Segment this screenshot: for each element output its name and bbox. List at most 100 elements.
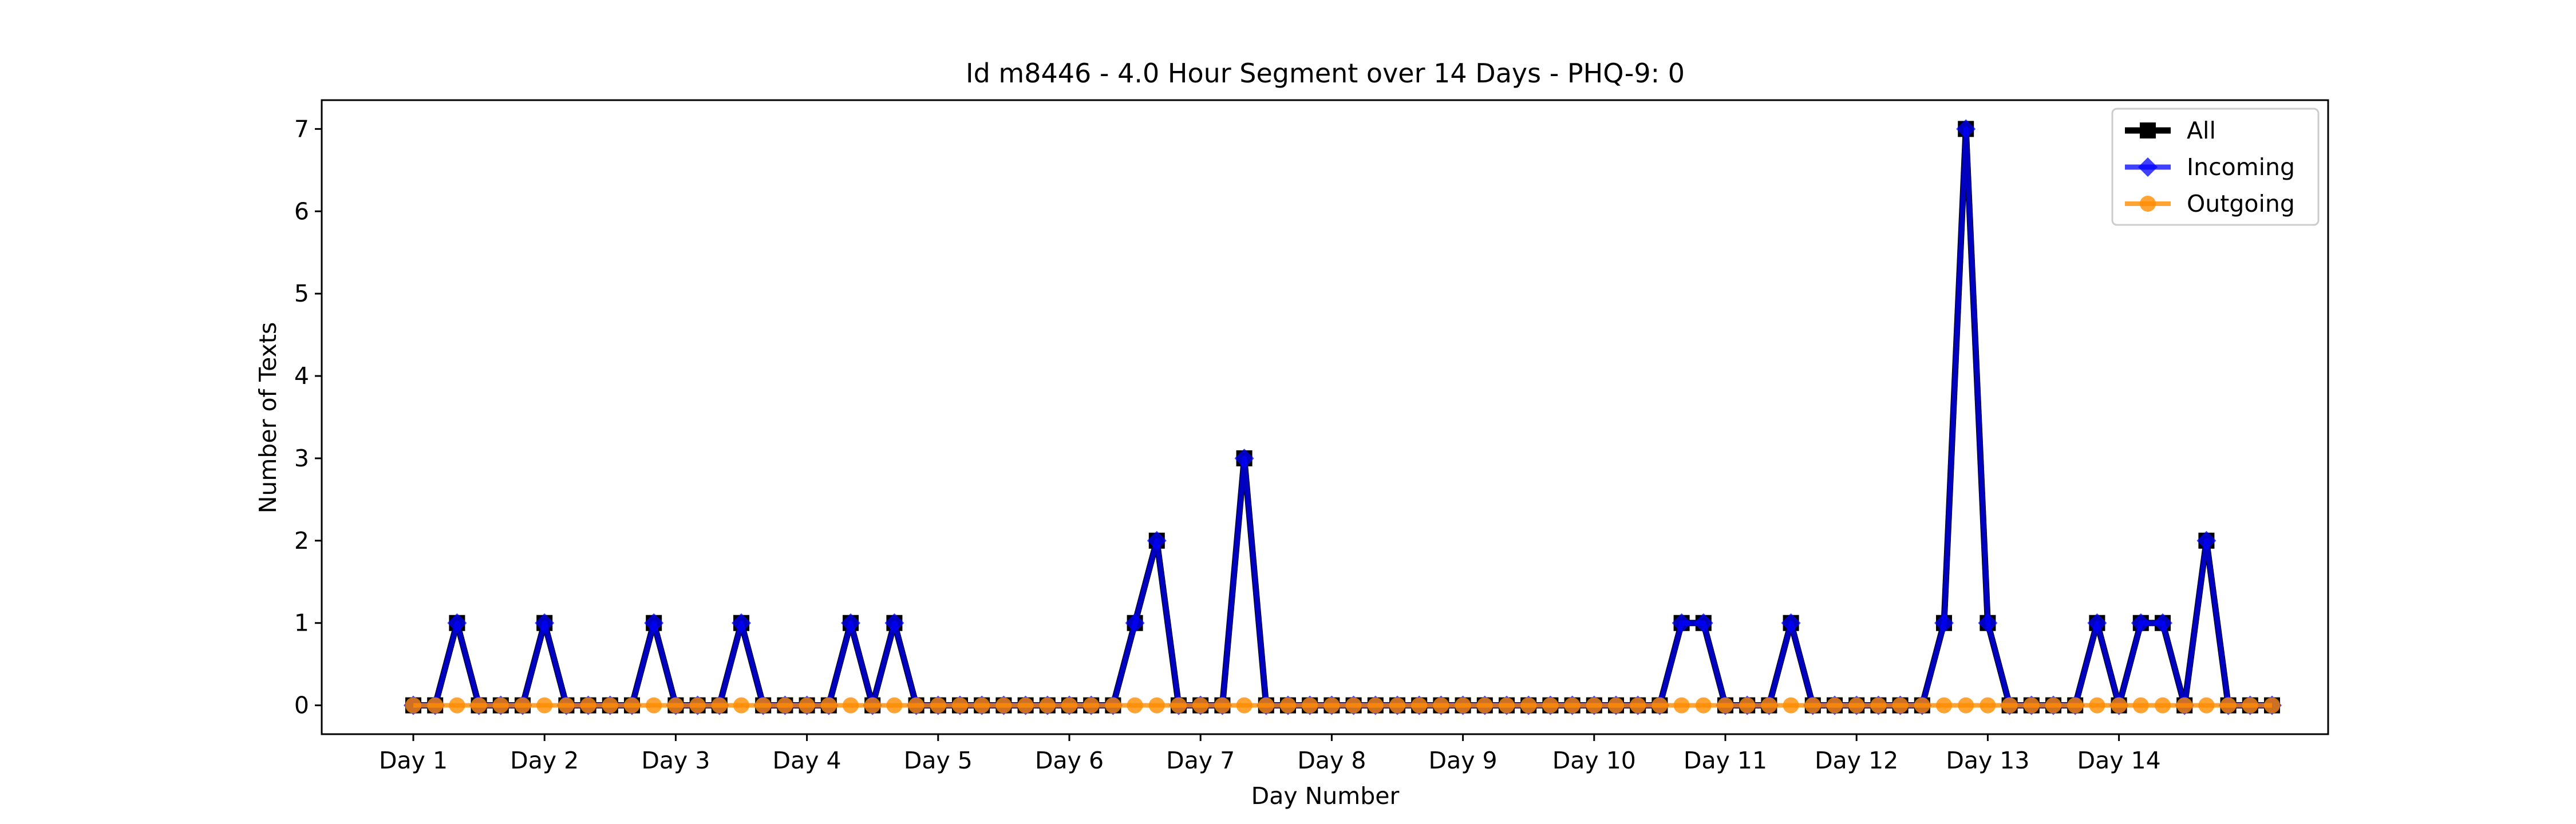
data-point-outgoing: [1695, 697, 1712, 714]
data-point-outgoing: [1848, 697, 1865, 714]
data-point-incoming: [1978, 613, 1998, 633]
series-incoming: [404, 119, 2282, 715]
data-point-outgoing: [777, 697, 793, 714]
data-point-outgoing: [1192, 697, 1209, 714]
data-point-outgoing: [886, 697, 903, 714]
y-tick-label: 4: [294, 362, 309, 390]
data-point-incoming: [1693, 613, 1713, 633]
data-point-outgoing: [974, 697, 990, 714]
data-point-outgoing: [1214, 697, 1231, 714]
data-point-outgoing: [1936, 697, 1952, 714]
data-point-outgoing: [733, 697, 749, 714]
legend-marker-incoming: [2138, 157, 2158, 177]
data-point-incoming: [732, 613, 751, 633]
data-point-outgoing: [1455, 697, 1471, 714]
data-point-outgoing: [405, 697, 421, 714]
data-point-outgoing: [843, 697, 859, 714]
data-point-outgoing: [2264, 697, 2280, 714]
data-point-incoming: [2196, 530, 2217, 550]
y-tick-label: 5: [294, 280, 309, 307]
x-tick-label: Day 5: [904, 747, 973, 774]
data-point-incoming: [1934, 613, 1954, 633]
data-point-outgoing: [1542, 697, 1559, 714]
x-tick-label: Day 9: [1429, 747, 1498, 774]
data-point-incoming: [2153, 613, 2172, 633]
legend-marker-all: [2140, 122, 2156, 138]
data-point-outgoing: [515, 697, 531, 714]
data-point-outgoing: [2089, 697, 2105, 714]
data-point-outgoing: [2176, 697, 2193, 714]
x-tick-label: Day 7: [1166, 747, 1235, 774]
data-point-outgoing: [2155, 697, 2171, 714]
x-tick-label: Day 12: [1815, 747, 1898, 774]
data-point-outgoing: [1236, 697, 1253, 714]
series-outgoing: [405, 697, 2280, 714]
x-tick-label: Day 14: [2077, 747, 2161, 774]
data-point-outgoing: [2242, 697, 2258, 714]
x-tick-label: Day 4: [773, 747, 841, 774]
data-point-outgoing: [1608, 697, 1624, 714]
data-point-outgoing: [1870, 697, 1887, 714]
data-point-incoming: [884, 613, 904, 633]
data-point-outgoing: [1017, 697, 1034, 714]
data-point-outgoing: [471, 697, 487, 714]
y-tick-label: 3: [294, 445, 309, 472]
data-point-outgoing: [711, 697, 728, 714]
data-point-outgoing: [580, 697, 596, 714]
x-axis-label: Day Number: [1251, 782, 1400, 810]
x-tick-label: Day 2: [510, 747, 579, 774]
data-point-outgoing: [602, 697, 618, 714]
data-point-outgoing: [1148, 697, 1165, 714]
legend-marker-outgoing: [2140, 196, 2156, 212]
data-point-outgoing: [1783, 697, 1799, 714]
plot-frame: [321, 99, 2329, 735]
data-point-outgoing: [1652, 697, 1668, 714]
data-point-outgoing: [755, 697, 772, 714]
legend: All Incoming Outgoing: [2111, 108, 2320, 226]
data-point-incoming: [2087, 613, 2107, 633]
y-tick-label: 6: [294, 197, 309, 225]
data-point-outgoing: [1171, 697, 1187, 714]
data-point-incoming: [1125, 613, 1145, 633]
data-point-outgoing: [1520, 697, 1537, 714]
data-point-outgoing: [1302, 697, 1318, 714]
x-tick-label: Day 8: [1297, 747, 1366, 774]
data-point-outgoing: [1061, 697, 1077, 714]
data-point-outgoing: [2111, 697, 2127, 714]
data-point-outgoing: [1761, 697, 1777, 714]
ticks-layer: 0 1 2 3 4 5 6 7 Day 1 Day 2 Day 3 Day 4 Day 5 Day 6 Da…: [294, 115, 2161, 774]
data-point-outgoing: [667, 697, 684, 714]
data-point-outgoing: [1827, 697, 1843, 714]
data-point-outgoing: [2001, 697, 2018, 714]
data-point-outgoing: [1411, 697, 1428, 714]
data-point-outgoing: [1499, 697, 1515, 714]
data-point-outgoing: [1389, 697, 1405, 714]
data-point-outgoing: [2220, 697, 2237, 714]
data-point-incoming: [1234, 448, 1254, 468]
data-point-outgoing: [624, 697, 640, 714]
data-point-outgoing: [2023, 697, 2040, 714]
data-point-outgoing: [558, 697, 575, 714]
data-point-outgoing: [2067, 697, 2084, 714]
data-point-outgoing: [1564, 697, 1581, 714]
y-tick-label: 2: [294, 527, 309, 554]
data-point-incoming: [1956, 119, 1976, 139]
data-point-outgoing: [2198, 697, 2215, 714]
data-point-outgoing: [1433, 697, 1449, 714]
data-point-outgoing: [2132, 697, 2149, 714]
series-all: [405, 121, 2280, 714]
x-tick-label: Day 13: [1946, 747, 2029, 774]
data-point-outgoing: [799, 697, 815, 714]
chart-title: Id m8446 - 4.0 Hour Segment over 14 Days…: [966, 58, 1685, 89]
data-point-outgoing: [1673, 697, 1690, 714]
data-point-incoming: [1672, 613, 1692, 633]
data-point-outgoing: [820, 697, 837, 714]
data-point-outgoing: [1323, 697, 1340, 714]
data-point-outgoing: [427, 697, 444, 714]
data-point-outgoing: [1105, 697, 1121, 714]
data-point-incoming: [2131, 613, 2151, 633]
data-point-outgoing: [2045, 697, 2061, 714]
data-point-outgoing: [930, 697, 946, 714]
data-point-outgoing: [1280, 697, 1296, 714]
